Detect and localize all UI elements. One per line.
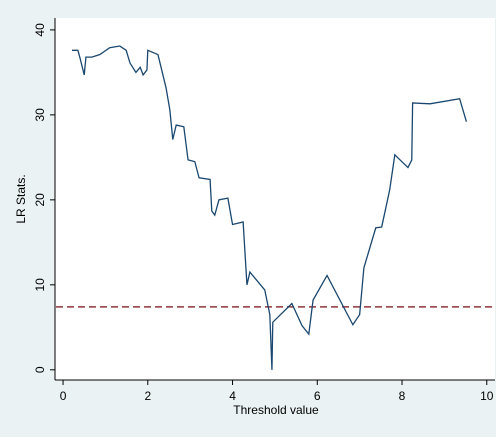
y-tick-label: 30 (33, 108, 47, 122)
y-tick-label: 0 (33, 366, 47, 373)
x-axis-title: Threshold value (233, 403, 319, 417)
x-tick-label: 6 (314, 389, 321, 403)
y-tick-label: 40 (33, 23, 47, 37)
y-axis-title: LR Stats. (14, 174, 28, 223)
y-tick-label: 20 (33, 193, 47, 207)
y-tick-label: 10 (33, 278, 47, 292)
x-tick-label: 0 (60, 389, 67, 403)
plot-area (55, 18, 495, 380)
x-tick-label: 4 (229, 389, 236, 403)
x-tick-label: 2 (144, 389, 151, 403)
data-line (71, 45, 468, 370)
x-tick-label: 10 (480, 389, 494, 403)
x-tick-label: 8 (399, 389, 406, 403)
